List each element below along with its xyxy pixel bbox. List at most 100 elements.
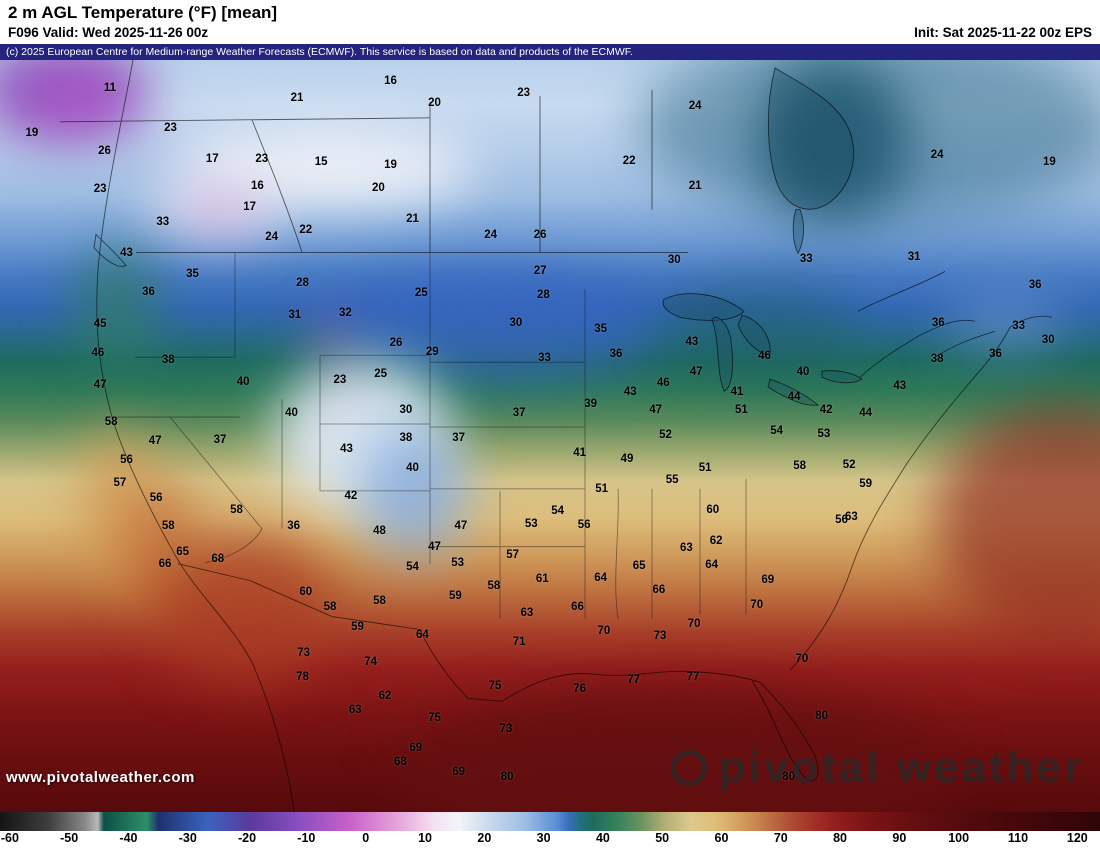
temperature-value-label: 73 — [499, 723, 513, 736]
temperature-value-label: 30 — [1041, 333, 1055, 346]
temperature-value-label: 40 — [796, 366, 810, 379]
map-borders — [59, 60, 1053, 812]
temperature-value-label: 39 — [584, 397, 598, 410]
colorbar-tick-label: 110 — [1007, 831, 1029, 845]
temperature-value-label: 70 — [687, 618, 701, 630]
temperature-value-label: 35 — [594, 323, 607, 336]
colorbar-tick-label: 40 — [595, 831, 610, 845]
temperature-value-label: 54 — [551, 505, 565, 518]
temperature-value-label: 53 — [451, 557, 464, 570]
temperature-value-label: 28 — [296, 277, 309, 290]
colorbar-tick-label: 20 — [477, 831, 492, 845]
temperature-labels: 11 21 16 20 23 24 19 23 26 17 23 15 19 22 24 19 23 16 20 21… — [0, 60, 1100, 812]
temperature-value-label: 19 — [384, 159, 397, 172]
temperature-value-label: 23 — [93, 183, 107, 196]
colorbar-tick-label: 50 — [655, 831, 670, 845]
temperature-value-label: 76 — [573, 683, 587, 696]
valid-time-label: F096 Valid: Wed 2025-11-26 00z — [8, 25, 209, 40]
temperature-value-label: 55 — [665, 473, 679, 486]
temperature-value-label: 48 — [373, 524, 386, 537]
temperature-value-label: 63 — [348, 704, 362, 717]
temperature-value-label: 33 — [799, 253, 813, 266]
temperature-value-label: 70 — [750, 599, 764, 612]
temperature-value-label: 46 — [91, 346, 105, 359]
temperature-value-label: 51 — [698, 462, 712, 475]
colorbar-tick-label: 30 — [536, 831, 551, 845]
temperature-value-label: 24 — [688, 99, 702, 112]
temperature-value-label: 47 — [428, 541, 441, 554]
temperature-value-label: 68 — [393, 756, 407, 769]
colorbar-tick-label: -20 — [238, 831, 257, 845]
vancouver-island — [93, 233, 127, 267]
temperature-value-label: 59 — [448, 590, 462, 603]
colorbar-tick-label: 90 — [892, 831, 907, 845]
temperature-value-label: 27 — [533, 265, 547, 278]
temperature-value-label: 37 — [213, 433, 227, 446]
temperature-value-label: 44 — [859, 407, 873, 420]
temperature-map: 11 21 16 20 23 24 19 23 26 17 23 15 19 22 24 19 23 16 20 21… — [0, 60, 1100, 812]
temperature-value-label: 58 — [487, 579, 501, 592]
maritimes-coastline — [934, 315, 1053, 358]
temperature-value-label: 42 — [819, 403, 833, 416]
temperature-value-label: 53 — [817, 427, 831, 440]
temperature-value-label: 73 — [653, 630, 667, 643]
temperature-value-label: 60 — [706, 504, 720, 517]
border-east-of-lakes — [859, 319, 976, 378]
temperature-value-label: 30 — [667, 254, 681, 267]
temperature-value-label: 38 — [161, 354, 175, 367]
temperature-value-label: 22 — [299, 223, 313, 236]
lake-michigan — [711, 316, 733, 392]
temperature-value-label: 46 — [656, 377, 670, 390]
temperature-value-label: 40 — [406, 461, 419, 474]
temperature-value-label: 47 — [454, 520, 468, 533]
colorbar-tick-label: -30 — [178, 831, 197, 845]
temperature-value-label: 80 — [782, 771, 796, 784]
temperature-value-label: 43 — [120, 246, 133, 259]
temperature-value-label: 21 — [406, 213, 419, 226]
temperature-value-label: 57 — [113, 476, 127, 489]
temperature-value-label: 64 — [415, 628, 429, 641]
temperature-value-label: 80 — [815, 710, 829, 723]
temperature-value-label: 24 — [265, 231, 279, 244]
colorbar-tick-label: 80 — [833, 831, 848, 845]
temperature-value-label: 47 — [649, 404, 662, 417]
temperature-value-label: 59 — [859, 478, 873, 491]
james-bay-outline — [792, 209, 805, 255]
colorbar-tick-label: -60 — [0, 831, 19, 845]
colorbar-tick-label: -10 — [297, 831, 316, 845]
temperature-value-label: 36 — [989, 348, 1002, 361]
temperature-value-label: 65 — [176, 545, 189, 558]
temperature-value-label: 56 — [835, 514, 848, 527]
temperature-value-label: 41 — [573, 447, 587, 460]
temperature-value-label: 42 — [344, 490, 358, 503]
temperature-value-label: 33 — [538, 351, 551, 364]
temperature-value-label: 43 — [340, 442, 353, 455]
state-line-ca-nv — [169, 416, 263, 564]
temperature-value-label: 40 — [285, 406, 298, 419]
temperature-value-label: 23 — [164, 122, 177, 135]
temperature-value-label: 25 — [414, 287, 428, 300]
temperature-value-label: 41 — [730, 385, 744, 398]
temperature-value-label: 58 — [323, 601, 337, 614]
temperature-value-label: 46 — [758, 349, 771, 362]
temperature-value-label: 36 — [287, 520, 301, 533]
temperature-value-label: 62 — [709, 535, 723, 548]
temperature-value-label: 37 — [452, 431, 466, 444]
temperature-value-label: 15 — [314, 156, 328, 169]
temperature-value-label: 23 — [517, 87, 530, 100]
temperature-value-label: 66 — [158, 557, 172, 570]
temperature-value-label: 68 — [211, 553, 225, 566]
temperature-value-label: 11 — [103, 81, 117, 94]
temperature-value-label: 44 — [787, 390, 801, 403]
temperature-value-label: 16 — [250, 179, 264, 192]
temperature-value-label: 56 — [149, 492, 163, 505]
temperature-value-label: 21 — [290, 91, 304, 104]
lake-superior — [662, 293, 745, 321]
temperature-value-label: 47 — [148, 434, 162, 447]
temperature-value-label: 66 — [571, 601, 584, 614]
bc-alberta-border — [251, 119, 303, 253]
temperature-value-label: 19 — [25, 126, 39, 139]
temperature-value-label: 58 — [793, 460, 807, 473]
temperature-value-label: 64 — [705, 559, 719, 572]
temperature-value-label: 37 — [512, 406, 526, 419]
